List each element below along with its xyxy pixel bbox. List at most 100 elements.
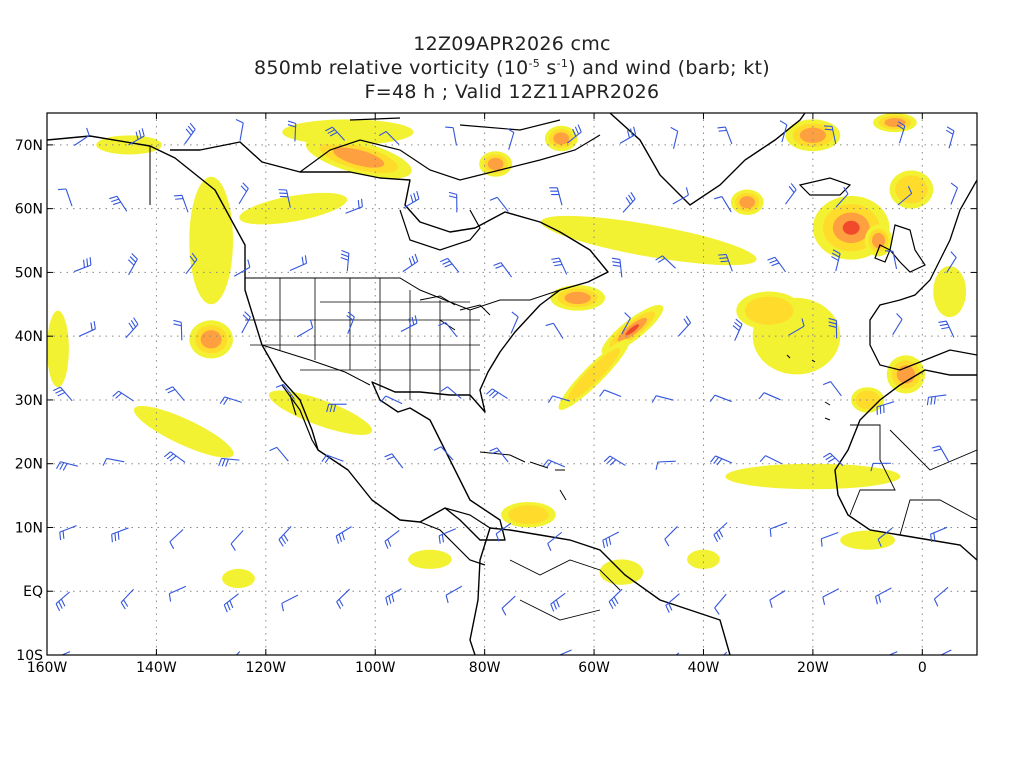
title-line-3: F=48 h ; Valid 12Z11APR2026 — [364, 81, 660, 103]
wind-barb — [822, 452, 844, 467]
wind-barb — [128, 128, 145, 146]
wind-barb — [346, 311, 355, 334]
wind-barb — [822, 588, 840, 605]
vorticity-feature — [268, 390, 373, 435]
wind-barb — [510, 311, 519, 334]
vorticity-contour — [408, 549, 452, 569]
vorticity-feature — [282, 119, 414, 145]
central-america-coastline — [419, 507, 491, 566]
vorticity-feature — [864, 224, 893, 257]
wind-barb — [326, 403, 347, 413]
wind-barb — [877, 527, 893, 547]
wind-barb — [233, 259, 251, 277]
wind-barb — [169, 529, 184, 550]
greenland-coastline — [609, 113, 806, 206]
wind-barb — [127, 253, 138, 276]
europe-coastline — [869, 179, 977, 371]
title-line-1: 12Z09APR2026 cmc — [413, 33, 611, 55]
wind-barb — [384, 453, 404, 469]
vorticity-feature — [189, 320, 233, 359]
vorticity-feature — [889, 170, 934, 209]
vorticity-contour — [564, 291, 591, 305]
wind-barb — [939, 649, 952, 655]
wind-barb — [732, 318, 743, 341]
wind-barb — [824, 125, 837, 145]
wind-barb — [651, 395, 674, 403]
wind-barb — [602, 531, 620, 549]
wind-barb — [896, 121, 906, 144]
wind-barb — [769, 522, 788, 537]
wind-barb — [542, 459, 566, 468]
lon-tick-label: 40W — [688, 660, 720, 676]
wind-barb — [402, 253, 419, 273]
wind-barb — [675, 652, 680, 655]
wind-barb — [550, 592, 566, 612]
wind-barb — [230, 530, 244, 551]
british-isles-coastline — [874, 224, 926, 273]
wind-barb — [445, 585, 463, 603]
lat-tick-label: 50N — [15, 265, 43, 281]
wind-barb — [933, 586, 949, 607]
wind-barb — [870, 462, 891, 472]
vorticity-feature — [873, 113, 917, 133]
lon-tick-label: 100W — [355, 660, 396, 676]
lon-tick-label: 140W — [136, 660, 177, 676]
wind-barb — [321, 454, 344, 464]
wind-barb — [621, 312, 631, 335]
us-state-lines — [245, 278, 480, 400]
wind-barbs — [52, 119, 959, 655]
wind-barb — [325, 126, 346, 141]
vorticity-feature — [222, 568, 255, 589]
vorticity-feature — [725, 463, 901, 490]
wind-barb — [931, 445, 950, 462]
vorticity-feature — [239, 192, 348, 225]
vorticity-contour — [540, 215, 757, 266]
wind-barb — [287, 120, 297, 142]
wind-barb — [448, 191, 458, 213]
vorticity-contour — [871, 232, 886, 249]
wind-barb — [440, 386, 462, 399]
wind-barb — [759, 455, 782, 465]
hudson-bay — [399, 209, 481, 251]
vorticity-contour — [739, 196, 756, 209]
wind-barb — [73, 257, 92, 273]
lat-tick-label: EQ — [23, 584, 43, 600]
south-america-coastline — [469, 527, 731, 655]
wind-barb — [622, 192, 636, 213]
wind-barb — [828, 317, 838, 339]
vorticity-contour — [333, 147, 385, 168]
wind-barb — [549, 187, 563, 206]
wind-barb — [926, 394, 947, 406]
vorticity-contour — [282, 119, 414, 145]
wind-barb — [185, 252, 198, 275]
vorticity-contour — [239, 192, 348, 225]
vorticity-feature — [479, 151, 512, 177]
mexico-baja-coastline — [281, 384, 319, 451]
wind-barb — [340, 249, 350, 272]
vorticity-contour — [268, 390, 373, 435]
wind-barb — [506, 127, 515, 150]
wind-barb — [278, 525, 292, 547]
wind-barb — [438, 322, 458, 338]
vorticity-contour — [884, 117, 906, 128]
vorticity-contour — [725, 463, 901, 490]
lat-tick-label: 30N — [15, 393, 43, 409]
wind-barb — [163, 451, 186, 463]
vorticity-contour — [744, 296, 794, 325]
wind-barb — [173, 194, 189, 213]
vorticity-feature — [785, 119, 841, 152]
wind-barb — [489, 196, 509, 212]
wind-barb — [551, 257, 568, 275]
wind-barb — [930, 526, 948, 543]
lat-tick-label: 40N — [15, 329, 43, 345]
wind-barb — [102, 457, 125, 466]
wind-barb — [112, 390, 134, 402]
north-america-coastline — [47, 135, 609, 541]
vorticity-contour — [933, 266, 967, 318]
vorticity-contour — [508, 505, 549, 525]
wind-barb — [718, 253, 733, 272]
wind-barb — [655, 460, 676, 470]
vorticity-contour — [487, 157, 504, 171]
vorticity-feature — [601, 304, 664, 355]
wind-barb — [769, 590, 786, 608]
